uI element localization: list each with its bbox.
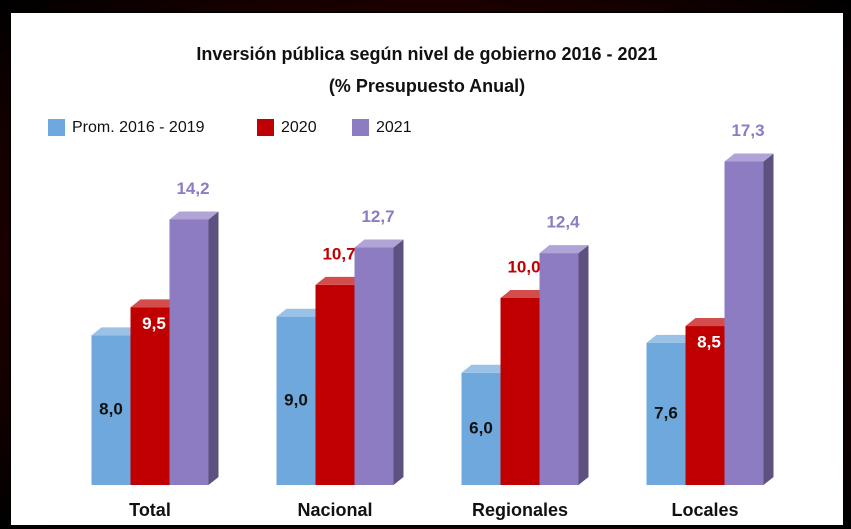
bar-top — [724, 153, 774, 162]
bar-side — [208, 211, 219, 485]
bar-top — [91, 327, 141, 336]
bar-side — [393, 239, 404, 485]
bar — [315, 284, 355, 485]
bar-side — [763, 153, 774, 486]
bar-top — [685, 318, 735, 327]
bar — [461, 372, 501, 485]
bar-top — [276, 308, 326, 317]
bar — [354, 247, 394, 485]
bar — [539, 253, 579, 485]
bar — [646, 342, 686, 485]
x-tick-label: Regionales — [472, 500, 568, 520]
bar-top — [315, 276, 365, 285]
data-label: 14,2 — [176, 179, 209, 198]
data-label: 9,0 — [284, 390, 308, 409]
bar-top — [461, 364, 511, 373]
data-label: 10,0 — [507, 257, 540, 276]
bar — [91, 335, 131, 485]
data-label: 8,5 — [697, 333, 721, 352]
bar — [724, 161, 764, 486]
bar-top — [500, 290, 550, 298]
bar-top — [169, 211, 219, 220]
legend-swatch — [352, 119, 369, 136]
legend-label: 2020 — [281, 119, 317, 136]
bar — [500, 298, 540, 485]
legend-swatch — [257, 119, 274, 136]
bar-top — [354, 239, 404, 248]
x-tick-label: Nacional — [297, 500, 372, 520]
x-tick-label: Total — [129, 500, 171, 520]
chart-subtitle: (% Presupuesto Anual) — [329, 76, 525, 96]
data-label: 17,3 — [731, 121, 764, 140]
bar — [276, 316, 316, 485]
legend-label: Prom. 2016 - 2019 — [72, 119, 205, 136]
bar — [169, 219, 209, 485]
bar-top — [130, 299, 180, 308]
legend-label: 2021 — [376, 119, 412, 136]
bar-side — [578, 245, 589, 485]
data-label: 6,0 — [469, 418, 493, 437]
data-label: 12,7 — [361, 207, 394, 226]
data-label: 8,0 — [99, 400, 123, 419]
bar — [130, 307, 170, 485]
legend-swatch — [48, 119, 65, 136]
bar-top — [646, 334, 696, 343]
data-label: 7,6 — [654, 403, 678, 422]
chart-title: Inversión pública según nivel de gobiern… — [196, 44, 657, 64]
data-label: 12,4 — [546, 213, 580, 232]
data-label: 10,7 — [322, 244, 355, 263]
bar-top — [539, 245, 589, 254]
x-tick-label: Locales — [671, 500, 738, 520]
bar — [685, 326, 725, 485]
data-label: 9,5 — [142, 314, 166, 333]
